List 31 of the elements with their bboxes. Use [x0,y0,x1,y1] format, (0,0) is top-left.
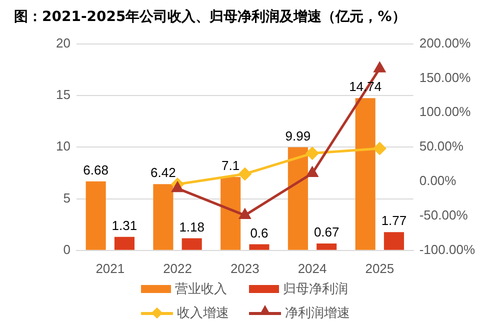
legend-label: 归母净利润 [283,281,348,298]
x-tick-label: 2023 [230,260,260,276]
data-label: 6.42 [150,165,176,180]
legend-label: 营业收入 [175,281,227,298]
y2-tick-label: 50.00% [419,138,464,154]
x-tick-label: 2022 [163,260,192,276]
data-label: 0.6 [250,225,268,240]
y2-tick-label: -50.00% [419,208,468,223]
y-tick-label: 5 [63,190,70,206]
data-label: 1.18 [179,219,204,234]
x-tick-label: 2025 [365,260,394,276]
y-tick-label: 15 [56,87,70,102]
y2-tick-label: -100.00% [419,242,476,257]
legend-label: 收入增速 [177,305,229,322]
data-label: 0.67 [314,224,340,240]
y2-tick-label: 0.00% [419,173,457,188]
data-label: 7.1 [222,158,240,174]
data-label: 1.31 [112,218,138,233]
y2-tick-label: 200.00% [419,35,472,50]
data-label: 9.99 [285,128,311,144]
data-label: 6.68 [83,162,108,178]
y-tick-label: 0 [63,242,70,257]
x-tick-label: 2021 [96,260,125,276]
chart-title: 图：2021-2025年公司收入、归母净利润及增速（亿元，%） [13,8,407,27]
y-tick-label: 20 [56,35,70,50]
legend-label: 净利润增速 [285,305,350,322]
x-tick-label: 2024 [298,260,327,276]
y-tick-label: 10 [56,138,70,154]
data-label: 1.77 [381,213,407,228]
y2-tick-label: 150.00% [419,70,472,85]
y2-tick-label: 100.00% [419,104,472,120]
